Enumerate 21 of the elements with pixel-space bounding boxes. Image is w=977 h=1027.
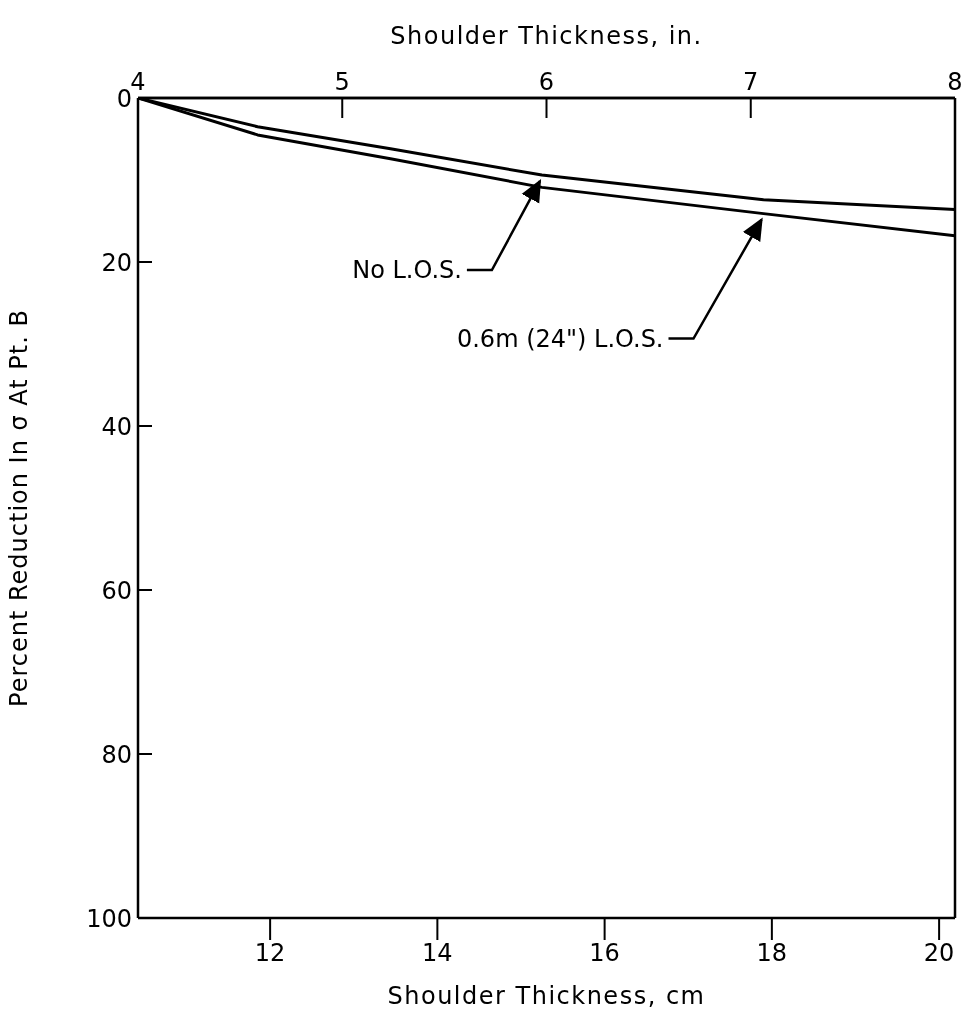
y-tick-label: 40 [101, 412, 132, 441]
y-axis-title: Percent Reduction In σ At Pt. B [4, 309, 33, 707]
text: 0.6m (24") L.O.S. [456, 324, 664, 353]
x-tick-label: 16 [589, 939, 620, 968]
x2-tick-label: 6 [538, 68, 555, 96]
x2-tick-label: 4 [130, 68, 146, 96]
y-tick-label: 100 [86, 904, 132, 933]
x2-tick-label: 5 [334, 68, 350, 96]
x-axis-title: Shoulder Thickness, cm [387, 982, 706, 1010]
text: No L.O.S. [352, 256, 462, 285]
x-tick-label: 14 [422, 939, 453, 968]
x2-tick-label: 8 [947, 68, 963, 96]
y-tick-label: 0 [116, 84, 132, 113]
y-tick-label: 60 [101, 576, 132, 605]
y-tick-label: 20 [101, 248, 132, 277]
x2-axis-title: Shoulder Thickness, in. [390, 22, 703, 50]
x-tick-label: 20 [923, 939, 955, 968]
x-tick-label: 12 [254, 939, 286, 968]
x-tick-label: 18 [756, 939, 788, 968]
x2-tick-label: 7 [743, 68, 759, 96]
y-tick-label: 80 [101, 740, 132, 769]
